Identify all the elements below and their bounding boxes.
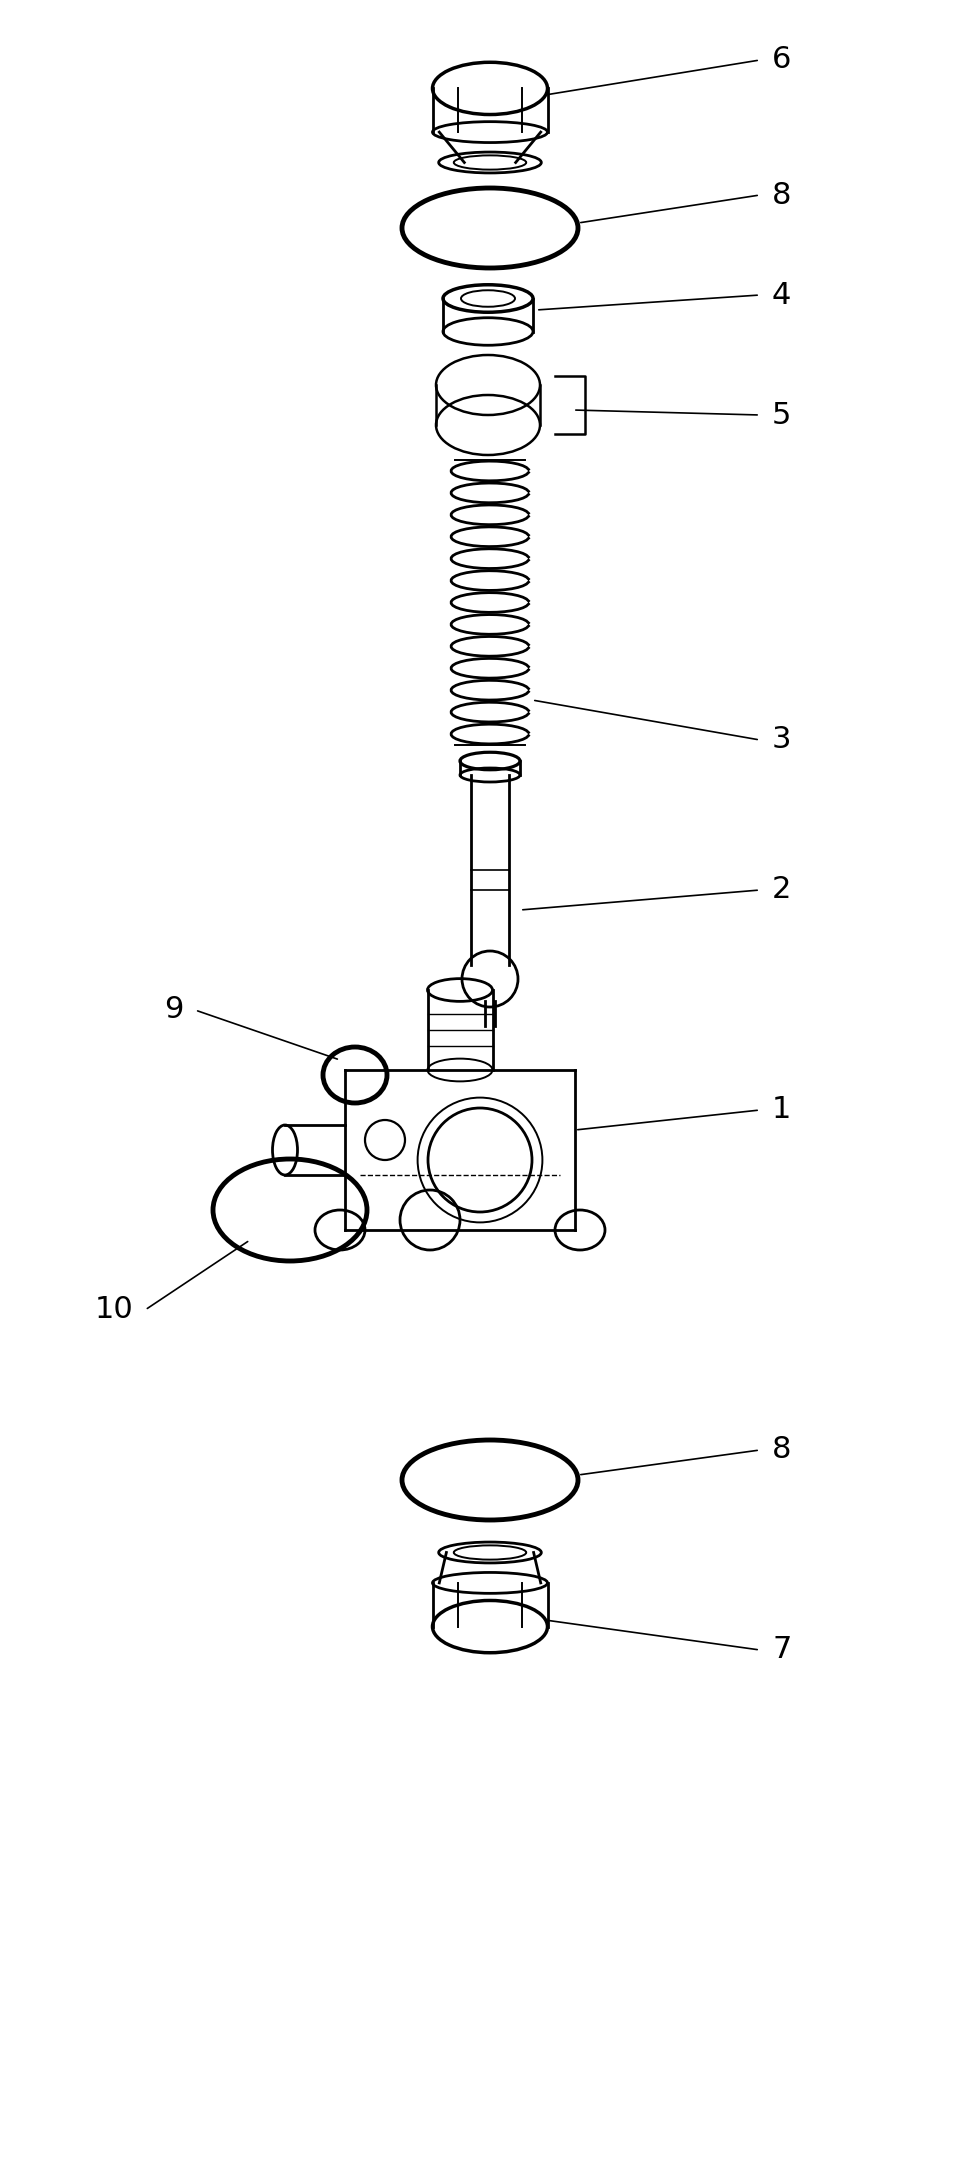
Text: 8: 8 xyxy=(772,180,792,210)
Text: 10: 10 xyxy=(94,1296,133,1324)
Text: 1: 1 xyxy=(772,1094,792,1125)
Text: 4: 4 xyxy=(772,281,792,309)
Text: 8: 8 xyxy=(772,1436,792,1464)
Text: 6: 6 xyxy=(772,45,792,74)
Text: 3: 3 xyxy=(772,725,792,755)
Text: 7: 7 xyxy=(772,1635,792,1666)
Text: 5: 5 xyxy=(772,400,792,430)
Text: 2: 2 xyxy=(772,876,792,904)
Text: 9: 9 xyxy=(164,995,183,1025)
